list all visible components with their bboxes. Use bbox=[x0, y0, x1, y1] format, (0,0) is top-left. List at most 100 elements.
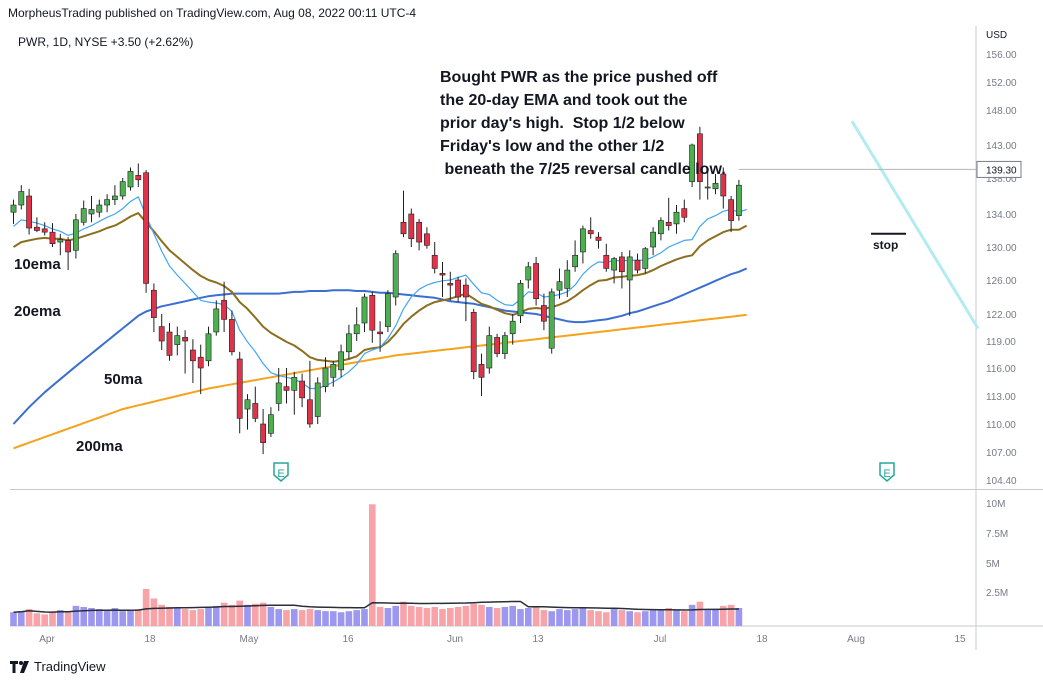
axes: 156.00 152.00 148.00 143.00 138.00 134.00 130.… bbox=[18, 30, 1022, 645]
volume-bar bbox=[103, 610, 111, 626]
time-tick-label: 16 bbox=[342, 634, 354, 645]
candle-body bbox=[587, 230, 594, 235]
tradingview-footer[interactable]: TradingView bbox=[10, 659, 106, 674]
candle-body bbox=[244, 399, 251, 410]
price-tick-label: 110.00 bbox=[986, 420, 1016, 431]
annotations: stop 10ema 20ema 50ma 200ma Bought PWR as the… bbox=[14, 69, 906, 482]
volume-bar bbox=[49, 612, 56, 626]
candle-body bbox=[322, 367, 329, 387]
volume-bar bbox=[626, 611, 633, 626]
candle-body bbox=[517, 283, 524, 317]
volume-bar bbox=[369, 504, 376, 626]
volume-bar bbox=[119, 611, 126, 626]
volume-bar bbox=[80, 606, 87, 626]
candle-body bbox=[595, 236, 602, 241]
candle-body bbox=[267, 414, 274, 434]
volume-bar bbox=[423, 608, 431, 626]
volume-bar bbox=[18, 611, 25, 626]
candle-body bbox=[338, 351, 344, 371]
candle-body bbox=[283, 386, 290, 391]
candle-body bbox=[696, 133, 703, 182]
candle-body bbox=[65, 240, 71, 253]
price-tick-label: 143.00 bbox=[986, 141, 1017, 152]
candle-body bbox=[49, 231, 56, 244]
candle-body bbox=[236, 358, 243, 419]
volume-bar bbox=[220, 602, 228, 626]
volume-average-line bbox=[13, 600, 739, 613]
candle-body bbox=[10, 204, 17, 213]
candle-body bbox=[33, 226, 40, 231]
volume-bar bbox=[649, 610, 657, 626]
candle-body bbox=[18, 191, 25, 206]
candle-body bbox=[143, 172, 149, 284]
price-tick-label: 134.00 bbox=[986, 210, 1017, 221]
annotation-line: Bought PWR as the price pushed off bbox=[440, 69, 718, 86]
volume-bar bbox=[681, 611, 688, 626]
volume-bar bbox=[96, 609, 103, 626]
volume-bar bbox=[150, 598, 158, 626]
stop-label: stop bbox=[873, 238, 898, 252]
volume-bar bbox=[306, 609, 314, 626]
candle-body bbox=[392, 253, 399, 298]
volume-bar bbox=[470, 603, 477, 626]
candle-body bbox=[408, 213, 415, 240]
volume-bar bbox=[595, 611, 602, 626]
candle-body bbox=[275, 382, 282, 404]
price-chart[interactable]: 156.00 152.00 148.00 143.00 138.00 134.00 130.… bbox=[0, 26, 1043, 658]
price-tick-label: 152.00 bbox=[986, 78, 1017, 89]
volume-bar bbox=[439, 609, 446, 626]
volume-bar bbox=[532, 606, 540, 626]
volume-bar bbox=[517, 609, 524, 626]
candle-body bbox=[377, 331, 383, 335]
earnings-marker-label: E bbox=[277, 468, 284, 480]
trendline-layer bbox=[850, 120, 980, 330]
candle-body bbox=[73, 219, 79, 251]
volume-bar bbox=[392, 605, 399, 626]
candle-body bbox=[650, 231, 656, 248]
earnings-marker-label: E bbox=[883, 468, 890, 480]
volume-bar bbox=[642, 611, 649, 626]
annotation-line: beneath the 7/25 reversal candle low. bbox=[440, 161, 726, 178]
time-tick-label: May bbox=[240, 634, 259, 645]
volume-bar bbox=[735, 608, 743, 626]
volume-bar bbox=[704, 610, 711, 626]
volume-bar bbox=[252, 603, 259, 626]
candle-body bbox=[618, 256, 625, 273]
volume-bar bbox=[415, 606, 423, 626]
volume-bar bbox=[244, 604, 251, 626]
candle-body bbox=[603, 254, 610, 269]
candle-body bbox=[634, 259, 641, 271]
candle-body bbox=[548, 291, 555, 349]
candle-body bbox=[462, 284, 469, 298]
candle-body bbox=[252, 403, 259, 419]
volume-bar bbox=[540, 610, 548, 626]
candle-body bbox=[80, 208, 87, 223]
candle-body bbox=[205, 333, 212, 362]
volume-bar bbox=[610, 609, 618, 626]
volume-bar bbox=[618, 610, 626, 626]
volume-bar bbox=[127, 610, 134, 626]
volume-bar bbox=[400, 601, 407, 626]
volume-bar bbox=[712, 609, 719, 626]
candle-body bbox=[213, 308, 220, 333]
volume-bar bbox=[727, 604, 735, 626]
candle-body bbox=[704, 186, 711, 189]
price-tick-label: 113.00 bbox=[986, 392, 1016, 403]
volume-bar bbox=[228, 604, 236, 626]
candle-body bbox=[104, 199, 110, 206]
sma50-label: 50ma bbox=[104, 371, 143, 388]
volume-bar bbox=[486, 606, 493, 626]
volume-tick-label: 7.5M bbox=[986, 529, 1008, 540]
candle-body bbox=[728, 199, 734, 221]
volume-bar bbox=[10, 612, 17, 626]
candle-body bbox=[151, 289, 157, 318]
candle-body bbox=[314, 382, 321, 417]
volume-bar bbox=[345, 611, 353, 626]
volume-bar bbox=[509, 605, 516, 626]
candle-body bbox=[96, 204, 103, 213]
tradingview-logo-icon bbox=[10, 660, 29, 673]
candle-body bbox=[135, 175, 142, 181]
chart-area[interactable]: 156.00 152.00 148.00 143.00 138.00 134.00 130.… bbox=[0, 26, 1043, 658]
candle-body bbox=[57, 239, 64, 243]
candle-body bbox=[88, 209, 95, 215]
